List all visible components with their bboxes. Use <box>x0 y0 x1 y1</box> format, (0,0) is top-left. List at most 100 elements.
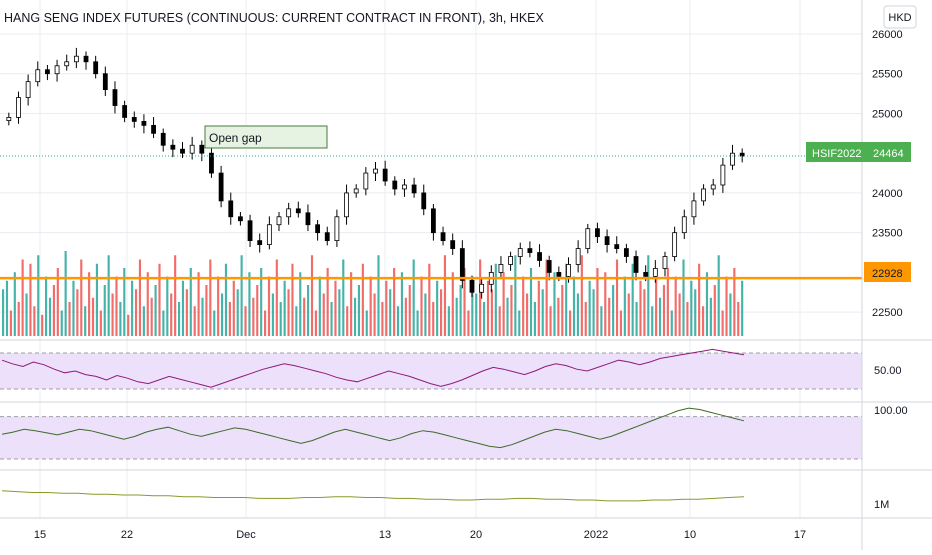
chart-title: HANG SENG INDEX FUTURES (CONTINUOUS: CUR… <box>4 11 545 25</box>
volume-bar <box>655 272 658 336</box>
time-tick-label: 20 <box>470 529 482 541</box>
volume-bar <box>404 297 407 336</box>
volume-bar <box>498 306 501 336</box>
volume-bar <box>314 310 317 336</box>
candle-body <box>730 152 735 166</box>
volume-bar <box>572 276 576 336</box>
volume-bar <box>111 293 114 336</box>
candle-body <box>315 224 321 234</box>
volume-bar <box>252 297 255 336</box>
candle-body <box>566 264 571 277</box>
volume-bar <box>279 302 282 336</box>
volume-bar <box>666 268 669 336</box>
volume-bar <box>307 285 310 336</box>
volume-trend-tick-label: 1M <box>874 499 889 511</box>
candle-body <box>710 184 716 190</box>
candle-body <box>122 105 128 118</box>
volume-bar <box>127 314 130 336</box>
volume-bar <box>592 289 595 336</box>
volume-bar <box>428 263 431 336</box>
volume-bar <box>533 302 536 336</box>
candle-body <box>228 200 234 218</box>
volume-bar <box>385 280 388 336</box>
candle-body <box>83 55 89 63</box>
candle-body <box>585 228 591 249</box>
volume-bar <box>408 285 411 336</box>
volume-bar <box>482 302 486 336</box>
volume-bar <box>565 263 568 336</box>
time-tick-label: 15 <box>34 529 46 541</box>
volume-layer <box>2 251 744 336</box>
volume-bar <box>420 276 423 336</box>
volume-bar <box>502 272 505 336</box>
candle-body <box>392 180 398 190</box>
volume-bar <box>166 276 169 336</box>
volume-bar <box>68 302 71 336</box>
open-gap-label: Open gap <box>209 131 262 145</box>
candle-body <box>363 172 369 190</box>
volume-bar <box>9 310 12 336</box>
time-tick-label: 10 <box>684 529 696 541</box>
volume-bar <box>2 289 5 336</box>
candle-body <box>238 216 243 222</box>
candle-body <box>353 188 359 194</box>
candle-body <box>527 248 533 253</box>
volume-bar <box>201 297 204 336</box>
volume-bar <box>326 268 329 336</box>
volume-bar <box>494 263 497 336</box>
time-tick-label: Dec <box>236 529 256 541</box>
candle-body <box>672 232 678 257</box>
volume-bar <box>5 280 9 336</box>
volume-bar <box>389 289 392 336</box>
volume-bar <box>576 293 579 336</box>
candle-body <box>189 144 195 154</box>
volume-bar <box>721 310 724 336</box>
volume-bar <box>678 293 681 336</box>
volume-bar <box>447 306 450 336</box>
volume-bar <box>670 310 673 336</box>
volume-bar <box>694 289 697 336</box>
volume-bar <box>45 276 48 336</box>
volume-bar <box>154 285 157 336</box>
volume-bar <box>41 314 44 336</box>
volume-bar <box>545 259 548 336</box>
volume-bar <box>189 268 192 336</box>
volume-bar <box>84 306 87 336</box>
candle-body <box>73 55 79 63</box>
volume-bar <box>514 255 517 336</box>
volume-bar <box>623 276 626 336</box>
candle-body <box>701 188 706 202</box>
currency-button[interactable]: HKD <box>883 5 917 29</box>
volume-bar <box>357 285 361 336</box>
candle-body <box>373 168 378 174</box>
volume-bar <box>48 297 52 336</box>
volume-bar <box>25 293 28 336</box>
volume-bar <box>72 280 75 336</box>
volume-bar <box>119 302 122 336</box>
candle-body <box>681 216 687 234</box>
volume-bar <box>185 289 188 336</box>
volume-bar <box>396 306 400 336</box>
volume-bar <box>260 268 263 336</box>
volume-bar <box>138 259 142 336</box>
candle-body <box>508 256 513 265</box>
volume-bar <box>443 255 447 336</box>
volume-bar <box>240 255 243 336</box>
volume-bar <box>619 310 623 336</box>
volume-bar <box>275 259 278 336</box>
open-gap-annotation[interactable]: Open gap <box>204 125 328 149</box>
current-price-badge: HSIF2022 24464 <box>806 142 911 162</box>
candle-body <box>324 232 330 242</box>
candle-body <box>595 228 600 238</box>
candle-body <box>170 144 176 150</box>
candle-body <box>93 61 99 75</box>
candle-body <box>652 268 658 277</box>
volume-bar <box>99 310 102 336</box>
volume-bar <box>424 293 427 336</box>
volume-bar <box>361 263 364 336</box>
volume-bar <box>193 306 196 336</box>
volume-bar <box>698 263 701 336</box>
price-tick-label: 24000 <box>872 188 903 200</box>
